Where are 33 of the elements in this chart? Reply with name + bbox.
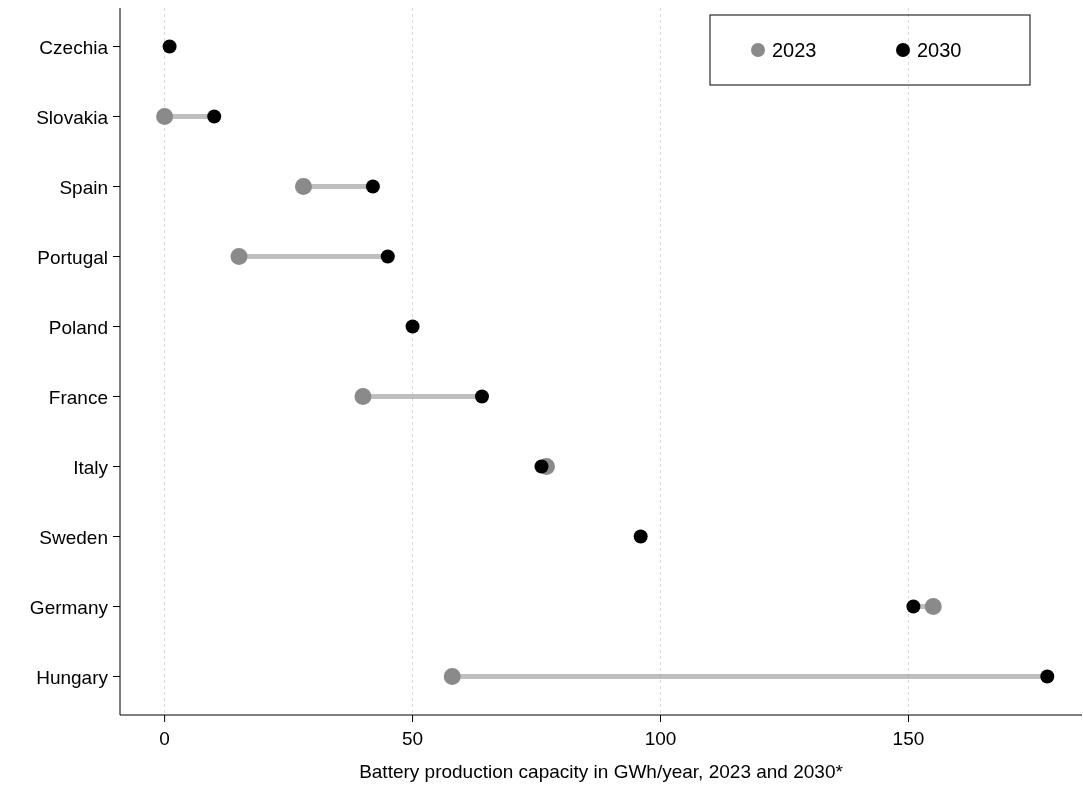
point — [443, 668, 461, 685]
legend-label: 2023 — [772, 39, 817, 61]
point — [365, 179, 380, 194]
point — [633, 529, 648, 544]
y-tick-label: Czechia — [39, 36, 109, 58]
point — [1040, 669, 1055, 684]
y-tick-label: Hungary — [36, 666, 109, 688]
legend-label: 2030 — [917, 39, 962, 61]
y-tick-label: Slovakia — [36, 106, 109, 128]
y-tick-label: Germany — [29, 596, 109, 618]
x-tick-label: 50 — [402, 728, 424, 749]
y-tick-label: France — [48, 386, 108, 408]
point — [380, 249, 395, 264]
y-tick-label: Poland — [48, 316, 108, 338]
point — [156, 108, 174, 125]
point — [924, 598, 942, 615]
point — [294, 178, 312, 195]
y-tick-label: Spain — [59, 176, 108, 198]
point — [162, 39, 177, 54]
point — [534, 459, 549, 474]
x-tick-label: 150 — [892, 728, 925, 749]
x-axis-title: Battery production capacity in GWh/year, 2023 and 2030* — [359, 761, 844, 782]
point — [906, 599, 921, 614]
point — [354, 388, 372, 405]
y-tick-label: Portugal — [37, 246, 108, 268]
y-tick-label: Italy — [73, 456, 109, 478]
x-tick-label: 100 — [644, 728, 677, 749]
x-tick-label: 0 — [159, 728, 170, 749]
point — [405, 319, 420, 334]
y-tick-label: Sweden — [39, 526, 108, 548]
point — [207, 109, 222, 124]
point — [230, 248, 248, 265]
point — [474, 389, 489, 404]
